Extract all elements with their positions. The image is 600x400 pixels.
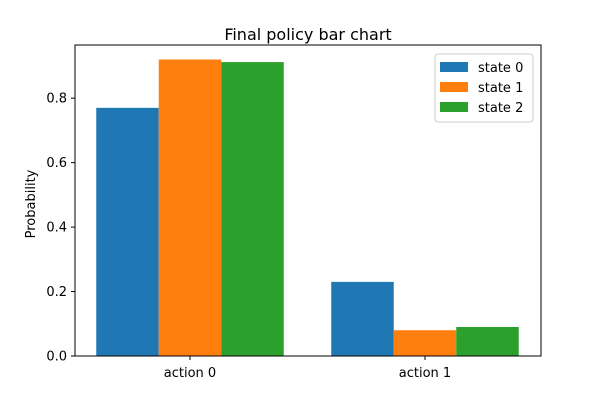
bars-group [96,59,519,356]
plot-frame [74,44,542,357]
y-tick-label: 0.0 [46,350,67,365]
legend-label: state 2 [478,101,523,116]
y-tick-label: 0.6 [46,156,67,171]
bar-state-2-action-1 [456,326,519,356]
x-axis-ticks: action 0 action 1 [164,356,451,381]
legend-label: state 0 [478,61,523,76]
y-axis-label: Probability [24,169,39,238]
x-tick-label: action 0 [164,366,216,381]
y-tick-label: 0.2 [46,285,67,300]
y-axis-ticks: 0.0 0.2 0.4 0.6 0.8 [46,92,75,365]
legend: state 0 state 1 state 2 [434,53,534,123]
y-tick-label: 0.4 [46,221,67,236]
x-tick-label: action 1 [399,366,451,381]
chart-title: Final policy bar chart [224,25,391,44]
bar-state-0-action-1 [331,281,394,356]
bar-state-1-action-1 [393,330,457,356]
y-tick-label: 0.8 [46,92,67,107]
legend-swatch [440,82,468,92]
bar-state-0-action-0 [96,107,159,356]
legend-swatch [440,62,468,72]
bar-state-1-action-0 [158,59,222,356]
bar-state-2-action-0 [221,62,284,356]
legend-label: state 1 [478,81,523,96]
legend-swatch [440,102,468,112]
